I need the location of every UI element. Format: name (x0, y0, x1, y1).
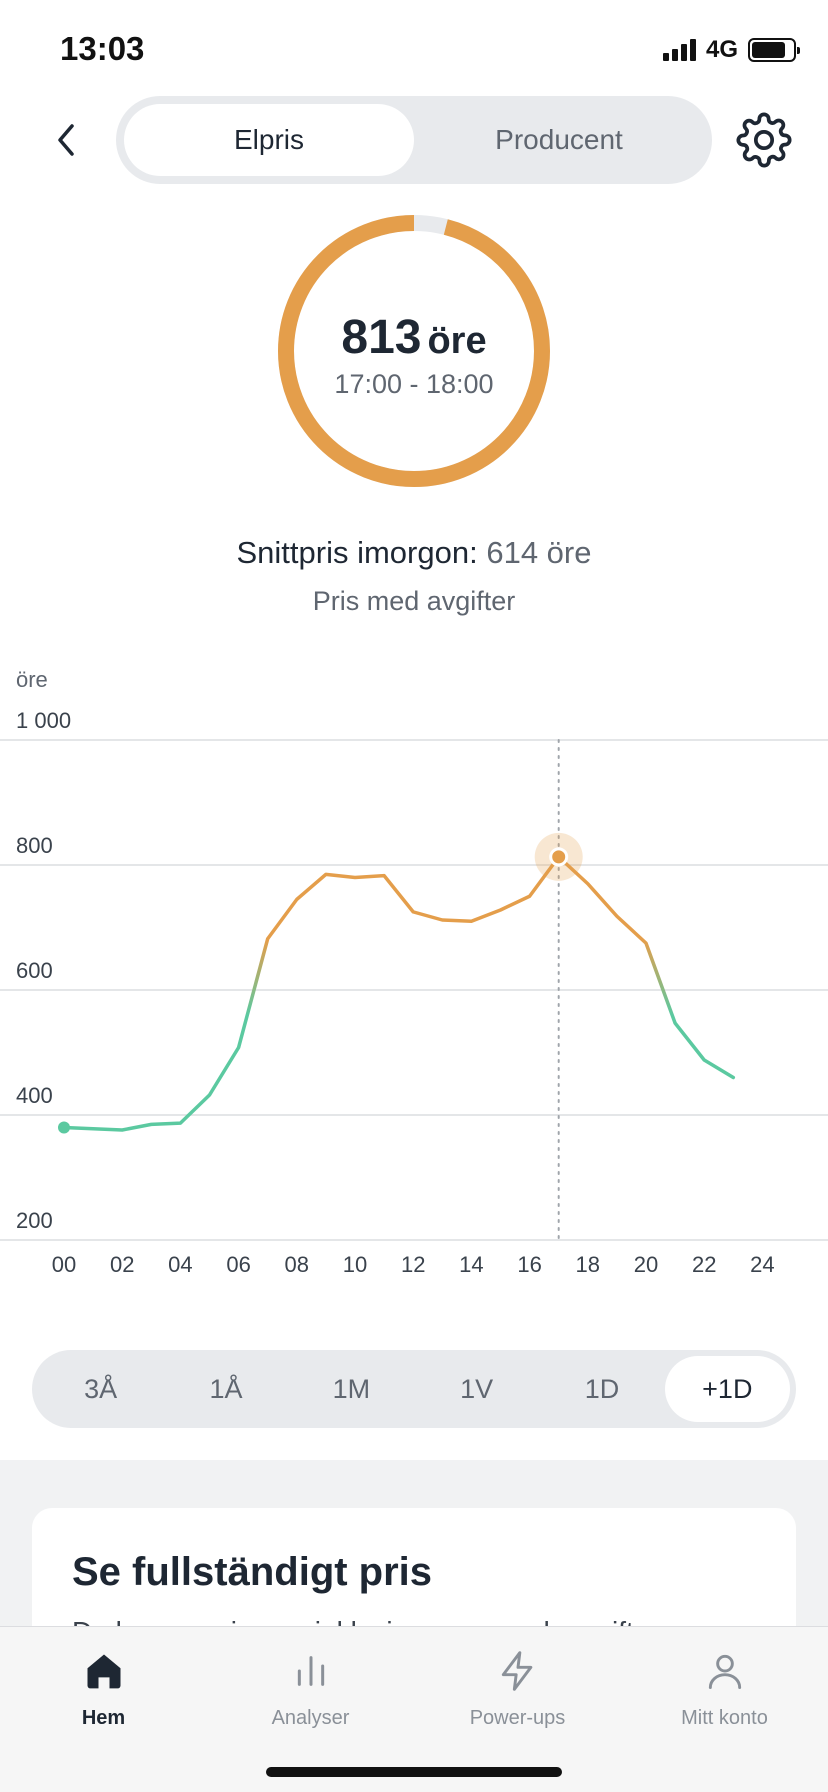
status-bar: 13:03 4G (0, 0, 828, 100)
x-tick-label: 20 (634, 1252, 658, 1275)
y-axis-unit: öre (16, 667, 48, 692)
time-range-selector: 3Å 1Å 1M 1V 1D +1D (32, 1350, 796, 1428)
tab-producent[interactable]: Producent (495, 124, 623, 155)
current-price-value: 813 (341, 311, 422, 364)
y-tick-label: 600 (16, 958, 53, 983)
range-option-5[interactable]: +1D (664, 1356, 790, 1422)
gear-icon (736, 112, 792, 168)
bottom-tab-bar: Hem Analyser Power-ups Mitt konto (0, 1626, 828, 1792)
x-tick-label: 22 (692, 1252, 716, 1275)
bar-chart-icon (283, 1643, 339, 1699)
tab-label-analyser: Analyser (271, 1707, 350, 1729)
y-tick-label: 200 (16, 1208, 53, 1233)
range-option-0[interactable]: 3Å (84, 1373, 118, 1404)
x-tick-label: 14 (459, 1252, 483, 1275)
x-tick-label: 06 (226, 1252, 250, 1275)
series-start-point (58, 1121, 70, 1134)
lightning-icon (490, 1643, 546, 1699)
price-series-line (62, 855, 736, 1132)
average-price-value: 614 öre (486, 535, 592, 570)
user-icon (697, 1643, 753, 1699)
tab-mitt-konto[interactable]: Mitt konto (621, 1627, 828, 1792)
x-tick-label: 08 (285, 1252, 309, 1275)
price-subtitle: Pris med avgifter (312, 586, 516, 616)
range-option-4[interactable]: 1D (584, 1373, 620, 1404)
y-tick-label: 1 000 (16, 708, 71, 733)
y-tick-label: 400 (16, 1083, 53, 1108)
current-price: 813 öre (341, 310, 486, 365)
y-tick-label: 800 (16, 833, 53, 858)
tab-label-hem: Hem (81, 1707, 126, 1729)
status-indicators: 4G (662, 36, 800, 64)
current-price-unit: öre (427, 320, 487, 362)
signal-icon (662, 39, 696, 61)
range-option-2[interactable]: 1M (332, 1373, 371, 1404)
x-tick-label: 10 (343, 1252, 367, 1275)
segment-control: Elpris Producent (116, 96, 712, 184)
gauge-progress-arc (278, 215, 550, 487)
home-icon (76, 1643, 132, 1699)
average-price: Snittpris imorgon: 614 öre (0, 535, 828, 571)
home-indicator (266, 1767, 562, 1777)
average-price-label: Snittpris imorgon: (236, 535, 478, 570)
tab-label-mitt-konto: Mitt konto (681, 1707, 768, 1729)
x-tick-label: 16 (517, 1252, 541, 1275)
tab-hem[interactable]: Hem (0, 1627, 207, 1792)
range-option-1[interactable]: 1Å (209, 1373, 243, 1404)
x-tick-label: 00 (52, 1252, 76, 1275)
tab-power-ups[interactable]: Power-ups (414, 1627, 621, 1792)
highlight-point (549, 847, 569, 867)
gauge-label: 813 öre 17:00 - 18:00 (275, 212, 553, 490)
current-hour-range: 17:00 - 18:00 (334, 369, 494, 399)
tab-label-power-ups: Power-ups (469, 1707, 566, 1729)
x-tick-label: 12 (401, 1252, 425, 1275)
x-tick-label: 24 (750, 1252, 774, 1275)
back-button[interactable] (44, 118, 88, 162)
tab-elpris[interactable]: Elpris (124, 104, 414, 176)
price-gauge (278, 215, 550, 487)
tab-analyser[interactable]: Analyser (207, 1627, 414, 1792)
x-tick-label: 04 (168, 1252, 192, 1275)
status-time: 13:03 (60, 30, 145, 67)
x-tick-label: 18 (576, 1252, 600, 1275)
settings-button[interactable] (736, 112, 792, 168)
x-tick-label: 02 (110, 1252, 134, 1275)
chevron-left-icon (58, 124, 74, 156)
price-chart[interactable]: öre 200 400 600 800 1 000 00 02 04 06 08 10 12 14 16 18… (0, 655, 828, 1275)
battery-icon (748, 38, 800, 62)
card-title: Se fullständigt pris (72, 1550, 433, 1594)
range-option-3[interactable]: 1V (460, 1373, 494, 1404)
network-type: 4G (705, 36, 738, 63)
